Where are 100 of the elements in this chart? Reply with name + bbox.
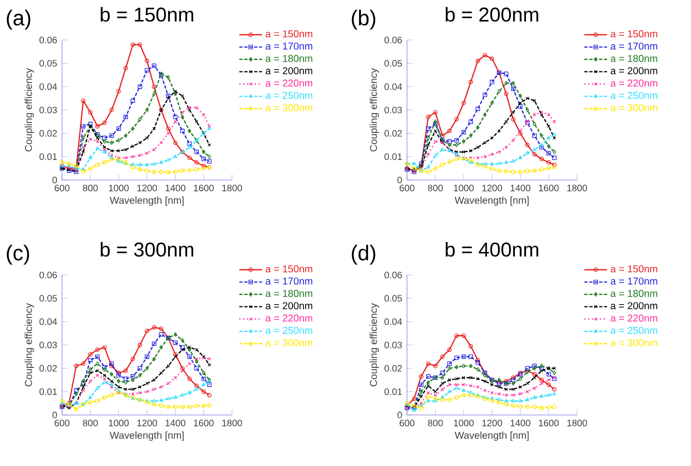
x-axis-title: Wavelength [nm]	[454, 196, 529, 206]
x-tick-label: 1400	[510, 184, 530, 192]
y-tick-label: 0.02	[384, 365, 402, 372]
y-tick-label: 0.02	[384, 130, 402, 137]
x-tick-label: 1000	[109, 184, 129, 192]
y-tick-label: 0.05	[384, 60, 402, 67]
y-tick-label: 0.04	[39, 318, 58, 325]
x-tick-label: 800	[428, 184, 443, 192]
y-tick-label: 0.04	[384, 83, 402, 90]
legend-label: a = 180nm	[266, 290, 312, 297]
x-tick-label: 1200	[137, 184, 158, 192]
y-tick-label: 0.05	[39, 60, 57, 67]
x-tick-label: 1000	[454, 184, 474, 192]
legend-label: a = 200nm	[266, 67, 312, 74]
legend-label: a = 220nm	[266, 314, 312, 322]
x-tick-label: 1000	[109, 420, 129, 426]
legend-label: a = 220nm	[610, 314, 658, 322]
y-axis-title: Coupling efficiency	[370, 303, 379, 386]
text: (a)	[6, 10, 30, 30]
y-tick-label: 0.06	[39, 272, 57, 278]
legend-label: a = 250nm	[266, 92, 312, 99]
y-tick-label: 0.01	[39, 153, 57, 160]
y-tick-label: 0	[52, 412, 57, 418]
y-tick-label: 0.06	[384, 36, 402, 44]
y-tick-label: 0	[397, 176, 402, 184]
y-tick-label: 0	[52, 176, 57, 184]
x-tick-label: 1800	[567, 184, 588, 192]
y-tick-label: 0.03	[39, 106, 57, 114]
x-tick-label: 600	[54, 184, 70, 192]
text: (d)	[352, 244, 376, 265]
legend-label: a = 250nm	[610, 326, 658, 334]
legend-label: a = 220nm	[266, 80, 312, 87]
y-tick-label: 0.03	[384, 106, 402, 114]
legend-label: a = 300nm	[610, 339, 658, 346]
legend-label: a = 170nm	[266, 278, 312, 285]
legend-label: a = 170nm	[610, 278, 658, 285]
y-tick-label: 0.06	[39, 36, 57, 44]
x-tick-label: 1800	[222, 420, 242, 426]
x-tick-label: 800	[428, 420, 443, 426]
x-tick-label: 600	[400, 420, 414, 426]
legend-label: a = 250nm	[266, 326, 312, 334]
text: (c)	[6, 244, 30, 265]
legend-label: a = 300nm	[610, 104, 658, 112]
x-tick-label: 600	[54, 420, 70, 426]
x-tick-label: 1200	[482, 184, 502, 192]
y-tick-label: 0.01	[384, 153, 402, 160]
y-tick-label: 0	[397, 412, 402, 418]
y-axis-title: Coupling efficiency	[370, 68, 379, 152]
y-axis-title: Coupling efficiency	[24, 68, 34, 152]
y-tick-label: 0.06	[384, 272, 402, 278]
x-tick-label: 1400	[166, 184, 186, 192]
x-tick-label: 1800	[222, 184, 242, 192]
legend-label: a = 180nm	[266, 54, 312, 62]
legend-label: a = 170nm	[610, 42, 658, 50]
y-tick-label: 0.01	[384, 388, 402, 395]
x-axis-title: Wavelength [nm]	[454, 431, 529, 441]
y-tick-label: 0.02	[39, 365, 57, 372]
y-tick-label: 0.04	[39, 83, 58, 90]
x-tick-label: 800	[82, 184, 98, 192]
text: (b)	[352, 10, 376, 30]
y-tick-label: 0.03	[384, 342, 402, 348]
y-tick-label: 0.05	[384, 295, 402, 302]
x-axis-title: Wavelength [nm]	[110, 431, 184, 441]
legend-label: a = 150nm	[266, 265, 312, 272]
chart-title: b = 150nm	[100, 6, 194, 22]
x-tick-label: 800	[82, 420, 98, 426]
legend-label: a = 180nm	[610, 54, 658, 62]
x-tick-label: 1200	[482, 420, 502, 426]
x-tick-label: 1200	[137, 420, 158, 426]
legend-label: a = 250nm	[610, 92, 658, 99]
legend-label: a = 150nm	[610, 30, 658, 38]
y-tick-label: 0.02	[39, 130, 57, 137]
chart-title: b = 400nm	[446, 242, 538, 257]
legend-label: a = 220nm	[610, 80, 658, 87]
x-tick-label: 1600	[539, 420, 559, 426]
x-tick-label: 1000	[454, 420, 474, 426]
x-tick-label: 600	[400, 184, 414, 192]
x-tick-label: 1400	[166, 420, 186, 426]
x-tick-label: 1800	[567, 420, 588, 426]
x-tick-label: 1600	[194, 184, 214, 192]
legend-label: a = 150nm	[266, 30, 312, 38]
y-tick-label: 0.04	[384, 318, 402, 325]
x-axis-title: Wavelength [nm]	[110, 196, 184, 206]
y-axis-title: Coupling efficiency	[24, 303, 34, 386]
chart-title: b = 300nm	[100, 242, 194, 257]
chart-title: b = 200nm	[446, 6, 538, 22]
legend-label: a = 200nm	[610, 302, 658, 310]
legend-label: a = 180nm	[610, 290, 658, 297]
legend-label: a = 150nm	[610, 265, 658, 272]
y-tick-label: 0.05	[39, 295, 57, 302]
x-tick-label: 1600	[539, 184, 559, 192]
y-tick-label: 0.01	[39, 388, 57, 395]
legend-label: a = 300nm	[266, 339, 312, 346]
legend-label: a = 170nm	[266, 42, 312, 50]
x-tick-label: 1400	[510, 420, 530, 426]
y-tick-label: 0.03	[39, 342, 57, 348]
legend-label: a = 200nm	[266, 302, 312, 310]
legend-label: a = 200nm	[610, 67, 658, 74]
legend-label: a = 300nm	[266, 104, 312, 112]
x-tick-label: 1600	[194, 420, 214, 426]
